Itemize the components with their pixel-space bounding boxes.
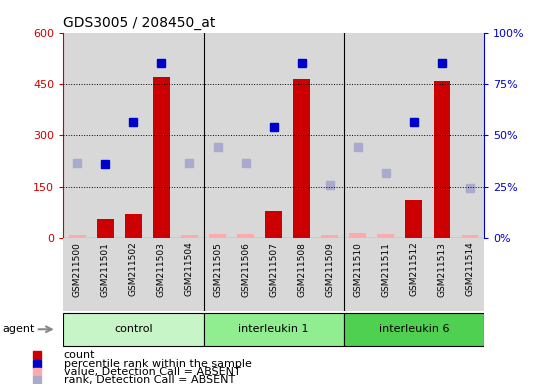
Bar: [147, 238, 175, 311]
Text: GSM211509: GSM211509: [325, 242, 334, 296]
Bar: [372, 238, 400, 311]
Text: GSM211507: GSM211507: [269, 242, 278, 296]
Text: GSM211510: GSM211510: [353, 242, 362, 296]
Bar: [428, 238, 456, 311]
Text: GSM211508: GSM211508: [297, 242, 306, 296]
Text: GSM211511: GSM211511: [381, 242, 390, 296]
Bar: [316, 238, 344, 311]
Bar: [204, 33, 232, 238]
Text: rank, Detection Call = ABSENT: rank, Detection Call = ABSENT: [64, 375, 235, 384]
Text: GSM211505: GSM211505: [213, 242, 222, 296]
Bar: [400, 238, 428, 311]
Text: GSM211506: GSM211506: [241, 242, 250, 296]
Bar: [377, 234, 394, 238]
Bar: [91, 33, 119, 238]
Text: count: count: [64, 351, 95, 361]
Bar: [209, 234, 226, 238]
Bar: [181, 235, 198, 238]
Text: GSM211500: GSM211500: [73, 242, 82, 296]
Text: interleukin 1: interleukin 1: [238, 324, 309, 334]
Bar: [260, 238, 288, 311]
Bar: [344, 33, 372, 238]
Bar: [372, 33, 400, 238]
Text: GSM211512: GSM211512: [409, 242, 419, 296]
Text: GSM211503: GSM211503: [157, 242, 166, 296]
Text: GSM211504: GSM211504: [185, 242, 194, 296]
Text: percentile rank within the sample: percentile rank within the sample: [64, 359, 252, 369]
Bar: [265, 211, 282, 238]
Bar: [288, 238, 316, 311]
Bar: [260, 33, 288, 238]
Text: GDS3005 / 208450_at: GDS3005 / 208450_at: [63, 16, 216, 30]
Text: control: control: [114, 324, 153, 334]
FancyBboxPatch shape: [344, 313, 484, 346]
Bar: [119, 238, 147, 311]
Text: value, Detection Call = ABSENT: value, Detection Call = ABSENT: [64, 367, 240, 377]
Text: GSM211514: GSM211514: [465, 242, 475, 296]
Bar: [400, 33, 428, 238]
Bar: [91, 238, 119, 311]
FancyBboxPatch shape: [63, 313, 204, 346]
Bar: [405, 200, 422, 238]
Bar: [293, 79, 310, 238]
Bar: [153, 77, 170, 238]
Text: GSM211513: GSM211513: [437, 242, 447, 296]
Bar: [175, 33, 204, 238]
Bar: [119, 33, 147, 238]
Bar: [175, 238, 204, 311]
Bar: [456, 238, 484, 311]
Bar: [204, 238, 232, 311]
Bar: [63, 33, 91, 238]
Bar: [97, 219, 114, 238]
Bar: [63, 238, 91, 311]
Bar: [232, 238, 260, 311]
Bar: [125, 214, 142, 238]
Bar: [433, 81, 450, 238]
Text: agent: agent: [3, 324, 35, 334]
Bar: [344, 238, 372, 311]
Bar: [321, 235, 338, 238]
Bar: [428, 33, 456, 238]
Bar: [237, 234, 254, 238]
Bar: [69, 235, 86, 238]
Text: GSM211502: GSM211502: [129, 242, 138, 296]
Bar: [456, 33, 484, 238]
FancyBboxPatch shape: [204, 313, 344, 346]
Bar: [288, 33, 316, 238]
Bar: [316, 33, 344, 238]
Text: GSM211501: GSM211501: [101, 242, 110, 296]
Bar: [147, 33, 175, 238]
Bar: [461, 235, 478, 238]
Bar: [232, 33, 260, 238]
Text: interleukin 6: interleukin 6: [378, 324, 449, 334]
Bar: [349, 233, 366, 238]
